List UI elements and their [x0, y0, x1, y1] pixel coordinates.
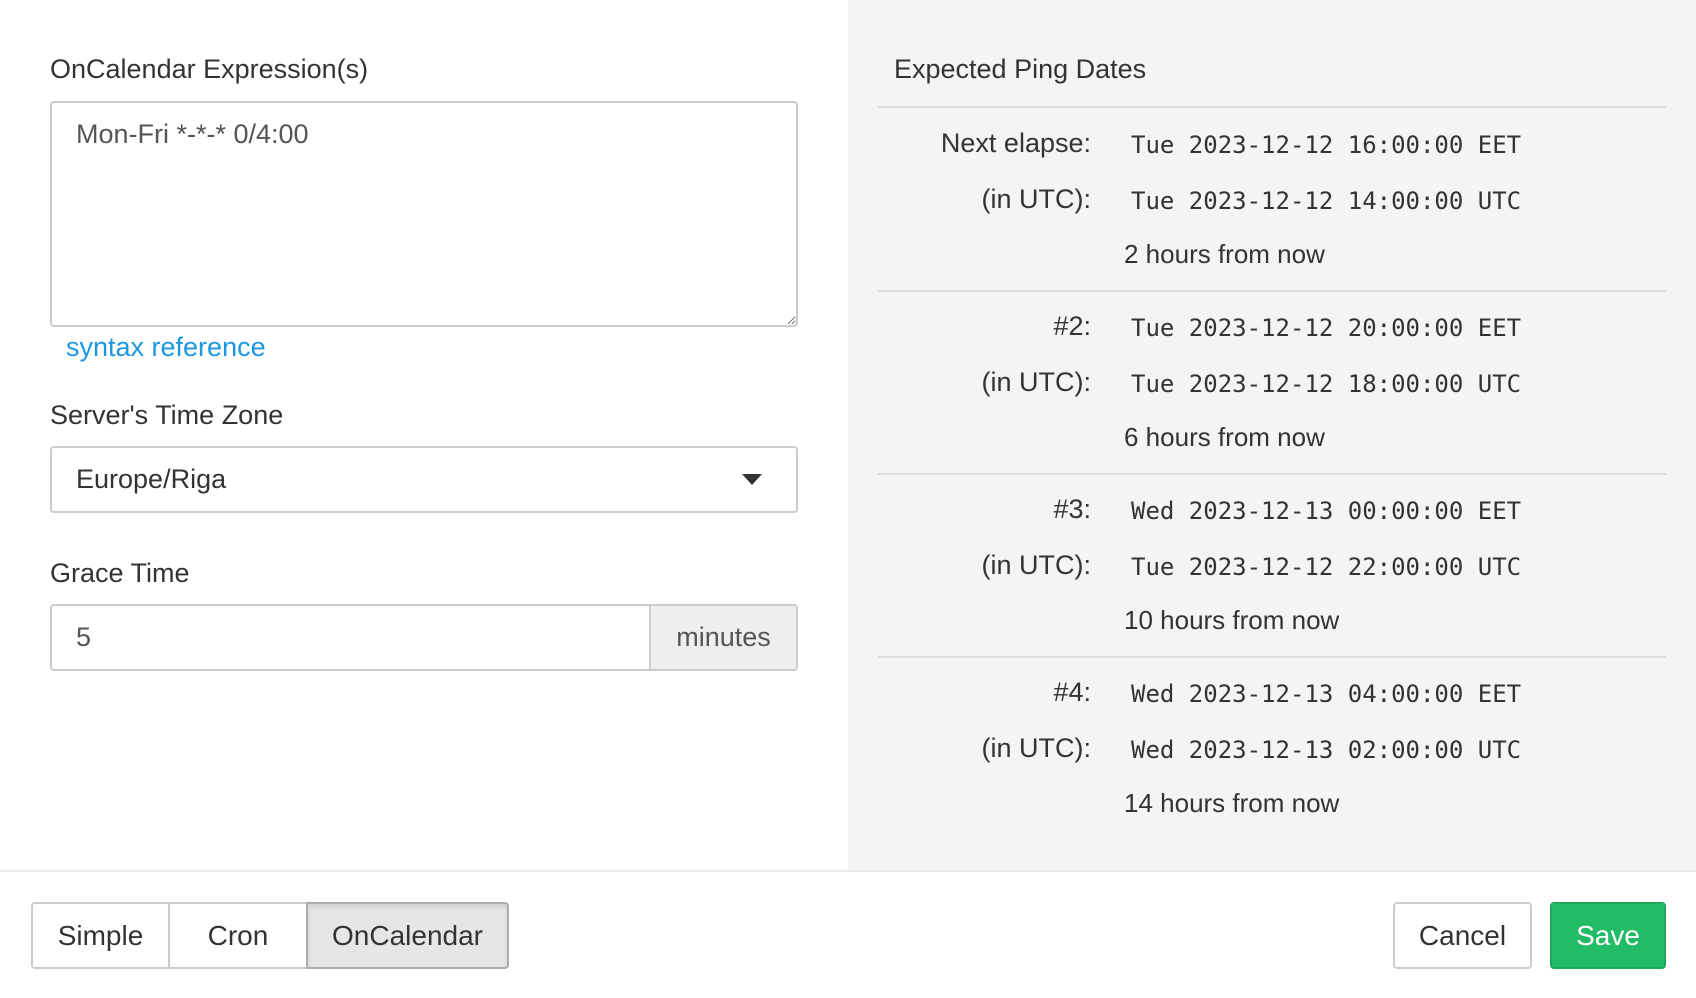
timezone-select[interactable]: Europe/Riga: [50, 446, 798, 513]
mode-oncalendar-button[interactable]: OnCalendar: [306, 902, 509, 969]
grace-time-input[interactable]: 5: [50, 604, 650, 671]
entry-relative-time: 14 hours from now: [1124, 788, 1340, 818]
caret-down-icon: [742, 474, 762, 485]
entry-label: Next elapse:: [940, 128, 1091, 158]
entry-utc-label: (in UTC):: [981, 367, 1092, 397]
entry-utc-label: (in UTC):: [981, 184, 1092, 214]
entry-local-time: Wed 2023-12-13 04:00:00 EET: [1131, 680, 1522, 708]
entry-utc-label: (in UTC):: [981, 550, 1092, 580]
entry-label: #3:: [1053, 494, 1091, 524]
entry-local-time: Wed 2023-12-13 00:00:00 EET: [1131, 497, 1522, 525]
entry-utc-time: Tue 2023-12-12 18:00:00 UTC: [1131, 370, 1522, 398]
entry-relative-time: 2 hours from now: [1124, 239, 1325, 269]
divider: [878, 106, 1666, 108]
cancel-button[interactable]: Cancel: [1393, 902, 1532, 969]
entry-relative-time: 6 hours from now: [1124, 422, 1325, 452]
mode-simple-button[interactable]: Simple: [31, 902, 170, 969]
mode-cron-button[interactable]: Cron: [168, 902, 308, 969]
expression-label: OnCalendar Expression(s): [50, 54, 369, 84]
preview-title: Expected Ping Dates: [894, 54, 1147, 84]
save-button[interactable]: Save: [1550, 902, 1666, 969]
entry-divider: [878, 656, 1666, 658]
timezone-value: Europe/Riga: [76, 464, 227, 494]
entry-utc-time: Tue 2023-12-12 14:00:00 UTC: [1131, 187, 1522, 215]
grace-time-value: 5: [76, 622, 92, 652]
grace-unit-addon: minutes: [649, 604, 798, 671]
entry-relative-time: 10 hours from now: [1124, 605, 1340, 635]
entry-divider: [878, 290, 1666, 292]
syntax-reference-link[interactable]: syntax reference: [66, 332, 266, 362]
timezone-label: Server's Time Zone: [50, 400, 284, 430]
entry-utc-time: Tue 2023-12-12 22:00:00 UTC: [1131, 553, 1522, 581]
entry-utc-label: (in UTC):: [981, 733, 1092, 763]
entry-divider: [878, 473, 1666, 475]
entry-local-time: Tue 2023-12-12 20:00:00 EET: [1131, 314, 1522, 342]
entry-label: #4:: [1053, 677, 1091, 707]
entry-label: #2:: [1053, 311, 1091, 341]
expected-ping-panel: Expected Ping Dates: [848, 0, 1696, 870]
entry-utc-time: Wed 2023-12-13 02:00:00 UTC: [1131, 736, 1522, 764]
entry-local-time: Tue 2023-12-12 16:00:00 EET: [1131, 131, 1522, 159]
schedule-form-panel: OnCalendar Expression(s) syntax referenc…: [0, 0, 848, 870]
expression-textarea[interactable]: [50, 101, 798, 327]
footer-divider: [0, 870, 1696, 872]
grace-label: Grace Time: [50, 558, 190, 588]
